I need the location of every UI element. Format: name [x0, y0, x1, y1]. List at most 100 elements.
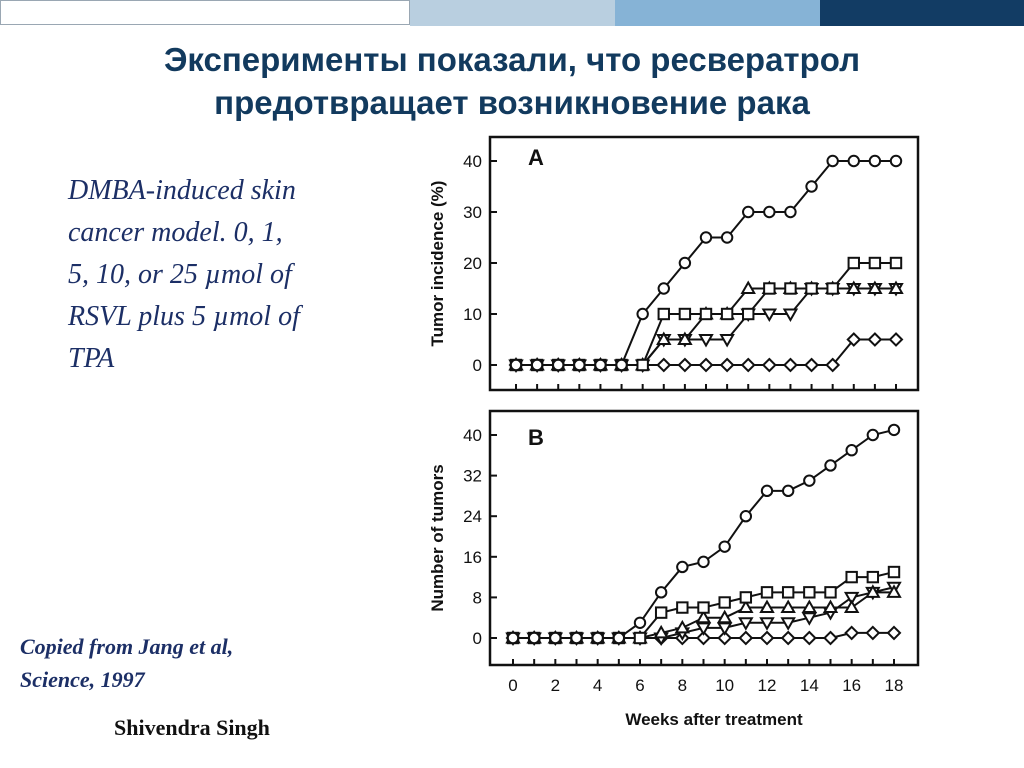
triangle-down-marker: [738, 617, 754, 631]
triangle-up-marker: [867, 280, 883, 294]
diamond-marker: [886, 625, 902, 641]
circle-marker: [549, 631, 562, 645]
diamond-marker: [717, 630, 733, 646]
triangle-up-marker: [801, 599, 818, 614]
diamond-marker: [656, 357, 672, 373]
y-tick-label: 32: [463, 467, 482, 486]
triangle-up-marker: [846, 280, 862, 294]
top-bar-segment-2: [410, 0, 615, 26]
diamond-marker: [867, 332, 883, 347]
circle-marker: [636, 307, 649, 321]
diamond-marker: [698, 357, 714, 373]
slide-title: Эксперименты показали, что ресвератрол п…: [0, 38, 1024, 124]
y-tick-label: 40: [463, 152, 482, 171]
square-marker: [739, 591, 753, 604]
circle-marker: [847, 154, 860, 168]
square-marker: [742, 307, 755, 321]
square-marker: [805, 282, 818, 295]
triangle-up-marker: [759, 599, 775, 614]
circle-marker: [763, 205, 776, 219]
top-bar-segment-3: [615, 0, 820, 26]
square-marker: [784, 282, 797, 295]
diamond-marker: [888, 332, 904, 347]
circle-marker: [506, 631, 520, 645]
diamond-marker: [738, 630, 754, 646]
circle-marker: [826, 154, 839, 168]
circle-marker: [657, 282, 670, 295]
circle-marker: [591, 631, 604, 645]
y-tick-label: 24: [463, 507, 482, 526]
triangle-up-marker: [843, 599, 860, 614]
circle-marker: [530, 358, 544, 372]
series-circle: [506, 423, 901, 645]
circle-marker: [697, 555, 710, 569]
diamond-marker: [783, 357, 798, 373]
triangle-up-marker: [677, 331, 693, 345]
triangle-down-marker: [716, 622, 733, 636]
square-marker: [826, 282, 839, 295]
diamond-marker: [865, 625, 881, 641]
chart-panel-A: A 0 10 20 30 40 Tumor incidence (%): [428, 135, 920, 392]
circle-marker: [633, 616, 647, 629]
x-tick-label: 12: [758, 676, 777, 695]
panel-label: A: [528, 145, 544, 170]
square-marker: [803, 586, 816, 599]
circle-marker: [654, 586, 668, 599]
diamond-marker: [677, 357, 693, 373]
x-axis-label: Weeks after treatment: [625, 710, 803, 729]
square-marker: [636, 358, 649, 372]
triangle-down-marker: [759, 617, 775, 631]
square-marker: [763, 282, 776, 295]
triangle-down-marker: [761, 308, 778, 323]
x-tick-label: 14: [800, 676, 819, 695]
square-marker: [760, 586, 774, 599]
x-tick-label: 8: [678, 676, 687, 695]
triangle-down-marker: [719, 334, 735, 348]
circle-marker: [678, 256, 692, 270]
triangle-up-marker: [888, 280, 904, 294]
circle-marker: [784, 205, 797, 219]
series-line: [516, 287, 896, 366]
description-line: 5, 10, or 25 µmol of: [68, 259, 292, 290]
circle-marker: [742, 205, 755, 219]
circle-marker: [868, 154, 882, 168]
triangle-up-marker: [656, 331, 672, 345]
y-axis-label: Tumor incidence (%): [428, 181, 447, 347]
circle-marker: [781, 484, 795, 498]
square-marker: [889, 256, 903, 270]
model-description: DMBA-induced skin cancer model. 0, 1, 5,…: [68, 170, 368, 380]
circle-marker: [805, 180, 818, 193]
diamond-marker: [846, 332, 862, 347]
square-marker: [678, 307, 692, 321]
square-marker: [697, 601, 710, 614]
y-tick-label: 0: [473, 629, 482, 648]
square-marker: [718, 596, 731, 609]
slide-title-line-1: Эксперименты показали, что ресвератрол: [163, 41, 861, 78]
x-tick-label: 10: [715, 676, 734, 695]
circle-marker: [718, 540, 731, 553]
y-tick-label: 10: [463, 305, 482, 324]
circle-marker: [760, 484, 774, 498]
square-marker: [824, 586, 837, 599]
circle-marker: [887, 423, 901, 437]
circle-marker: [552, 358, 565, 372]
circle-marker: [570, 631, 583, 645]
triangle-up-marker: [738, 599, 754, 614]
diamond-marker: [825, 357, 841, 373]
circle-marker: [615, 358, 628, 372]
square-marker: [845, 570, 858, 584]
square-marker: [699, 307, 713, 321]
triangle-up-marker: [674, 619, 691, 634]
x-tick-label: 4: [593, 676, 602, 695]
triangle-down-marker: [780, 617, 796, 631]
triangle-down-marker: [782, 308, 799, 323]
slide-title-line-2: предотвращает возникновение рака: [214, 84, 810, 121]
circle-marker: [699, 231, 713, 244]
series-line: [516, 287, 896, 366]
square-marker: [720, 307, 734, 321]
x-tick-label: 2: [551, 676, 560, 695]
circle-marker: [803, 474, 816, 487]
square-marker: [654, 606, 668, 619]
y-tick-label: 8: [473, 588, 482, 607]
